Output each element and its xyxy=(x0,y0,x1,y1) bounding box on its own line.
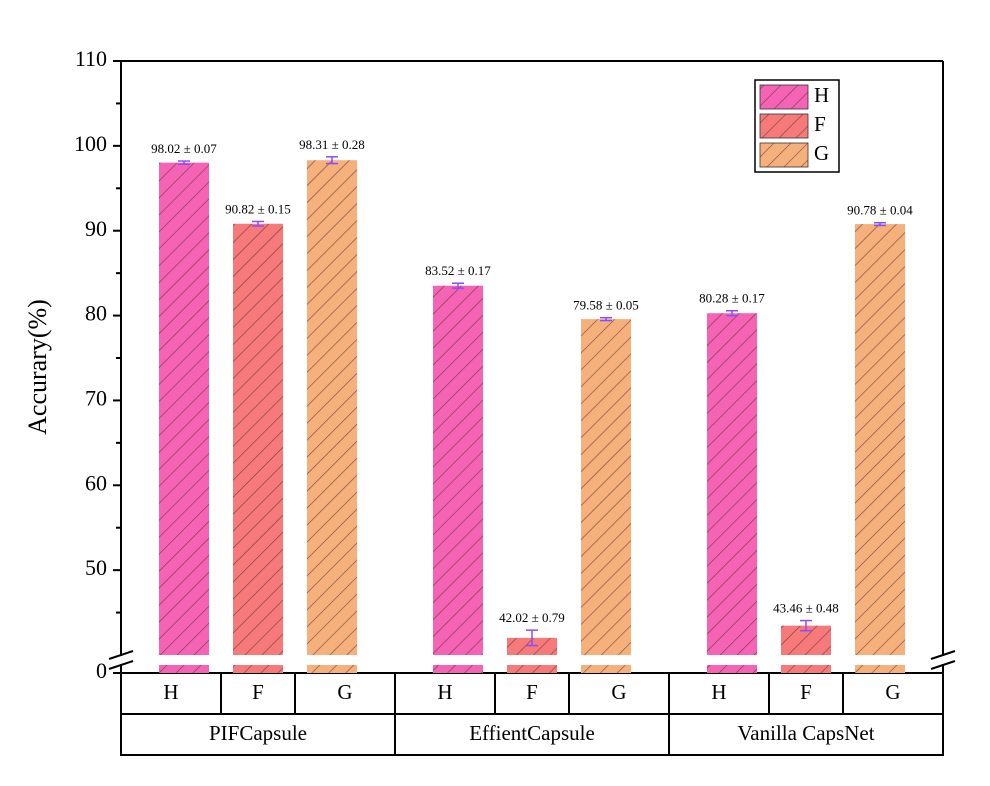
value-label: 42.02 ± 0.79 xyxy=(499,610,565,625)
bar xyxy=(507,637,557,655)
axis-break-mark xyxy=(108,650,134,660)
legend-label: F xyxy=(814,112,826,136)
bar-base xyxy=(707,665,757,673)
y-tick-label: 70 xyxy=(85,385,107,410)
bar-base xyxy=(433,665,483,673)
axis-break-mark xyxy=(108,660,134,670)
y-axis-label: Accurary(%) xyxy=(23,299,52,435)
x-tick-label: H xyxy=(163,680,178,704)
error-bar xyxy=(874,222,886,227)
x-tick-label: F xyxy=(252,680,264,704)
value-label: 98.31 ± 0.28 xyxy=(299,137,365,152)
group-label: EffientCapsule xyxy=(469,721,595,745)
value-label: 90.82 ± 0.15 xyxy=(225,201,291,216)
error-bar xyxy=(252,220,264,227)
error-bar xyxy=(726,310,738,317)
y-tick-label: 50 xyxy=(85,555,107,580)
bar-base xyxy=(855,665,905,673)
axis-break-cover xyxy=(931,656,955,664)
bar xyxy=(307,160,357,655)
axis-break-mark xyxy=(930,650,956,660)
bar xyxy=(159,162,209,655)
bar-base xyxy=(307,665,357,673)
error-bar xyxy=(178,160,190,166)
x-tick-label: F xyxy=(526,680,538,704)
error-bar xyxy=(452,282,464,289)
legend-label: G xyxy=(814,141,829,165)
x-tick-label: G xyxy=(611,680,626,704)
legend-label: H xyxy=(814,83,829,107)
y-tick-label: 0 xyxy=(96,658,107,683)
bar-base xyxy=(507,665,557,673)
value-label: 43.46 ± 0.48 xyxy=(773,601,839,616)
value-label: 83.52 ± 0.17 xyxy=(425,263,491,278)
bar-base xyxy=(159,665,209,673)
value-label: 90.78 ± 0.04 xyxy=(847,203,913,218)
bar xyxy=(581,319,631,655)
bar xyxy=(855,224,905,655)
bar xyxy=(433,285,483,655)
bar-base xyxy=(781,665,831,673)
group-label: Vanilla CapsNet xyxy=(737,721,874,745)
axis-break-mark xyxy=(930,660,956,670)
y-tick-label: 90 xyxy=(85,216,107,241)
error-bar xyxy=(526,629,538,647)
error-bar xyxy=(600,316,612,322)
error-bar xyxy=(326,156,338,165)
y-tick-label: 60 xyxy=(85,470,107,495)
value-label: 98.02 ± 0.07 xyxy=(151,141,217,156)
y-tick-label: 110 xyxy=(75,46,107,71)
bar-base xyxy=(233,665,283,673)
error-bar xyxy=(800,619,812,632)
x-tick-label: G xyxy=(885,680,900,704)
value-label: 80.28 ± 0.17 xyxy=(699,291,765,306)
axis-break-gap xyxy=(120,656,944,664)
x-tick-label: F xyxy=(800,680,812,704)
y-tick-label: 100 xyxy=(74,131,107,156)
bar xyxy=(233,223,283,656)
x-tick-label: G xyxy=(337,680,352,704)
x-tick-label: H xyxy=(711,680,726,704)
legend-swatch xyxy=(759,113,809,139)
group-label: PIFCapsule xyxy=(209,721,307,745)
x-tick-label: H xyxy=(437,680,452,704)
bar xyxy=(707,313,757,655)
legend-swatch xyxy=(759,84,809,110)
legend-swatch xyxy=(759,142,809,168)
y-tick-label: 80 xyxy=(85,301,107,326)
axis-break-cover xyxy=(109,656,133,664)
bar-base xyxy=(581,665,631,673)
value-label: 79.58 ± 0.05 xyxy=(573,298,639,313)
